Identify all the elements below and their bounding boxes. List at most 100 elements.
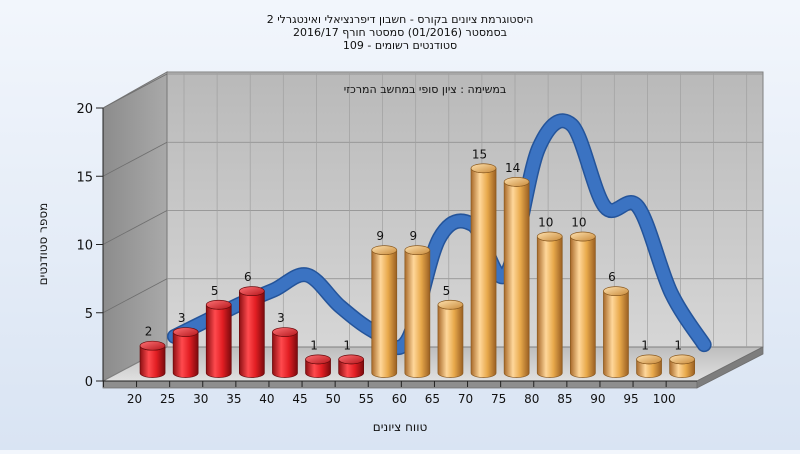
bar-top — [437, 299, 464, 310]
bar-body — [503, 181, 530, 378]
bar — [139, 340, 166, 378]
x-tick-label: 70 — [458, 392, 473, 406]
side-gridline — [102, 210, 168, 245]
x-tick-label: 30 — [193, 392, 208, 406]
bar-top — [503, 177, 530, 187]
x-tick-label: 65 — [425, 392, 440, 406]
bar — [503, 177, 530, 378]
bar-top — [569, 231, 596, 242]
floor-front-edge — [102, 380, 698, 389]
bar-value-label: 5 — [443, 284, 451, 298]
x-tick-label: 80 — [524, 392, 539, 406]
y-tick-label: 15 — [76, 170, 93, 185]
bar — [305, 354, 331, 378]
bar — [669, 354, 696, 378]
bar-body — [371, 250, 398, 378]
bar — [338, 354, 364, 378]
x-tick-label: 20 — [127, 392, 142, 406]
side-gridline — [102, 73, 168, 109]
bar-value-label: 9 — [410, 229, 418, 243]
bar-value-label: 1 — [310, 338, 318, 352]
bar-value-label: 10 — [571, 216, 586, 230]
bar-top — [470, 163, 497, 174]
bar — [272, 327, 298, 378]
bar-body — [272, 331, 298, 378]
trend-line — [168, 114, 711, 354]
bar — [371, 245, 398, 378]
bar-body — [404, 250, 431, 378]
bar — [636, 354, 662, 378]
trend-ribbon — [167, 113, 712, 355]
y-tick-label: 20 — [76, 102, 93, 117]
bar-top — [404, 245, 431, 255]
bar — [239, 286, 265, 378]
x-tick-label: 45 — [292, 392, 307, 406]
x-axis: 20 25 30 35 40 45 50 55 60 65 70 75 80 85 90 95 100 — [102, 380, 697, 406]
bar-value-label: 10 — [538, 216, 553, 230]
x-tick-label: 35 — [226, 392, 241, 406]
bar-value-label: 3 — [277, 311, 285, 325]
bar-value-label: 6 — [244, 270, 252, 284]
bars — [139, 163, 696, 378]
bar-body — [536, 236, 563, 378]
bar — [404, 245, 431, 378]
x-tick-label: 100 — [653, 392, 676, 406]
data-labels: 2 3 5 6 3 1 1 9 9 5 15 14 10 10 6 1 1 — [145, 147, 682, 352]
bar — [205, 299, 232, 378]
side-gridline — [102, 141, 168, 177]
bar-top — [636, 354, 662, 365]
bar-top — [305, 354, 331, 365]
chart-title-line-2: בסמסטר (01/2016) סמסטר חורף 2016/17 — [293, 26, 507, 39]
floor-right-edge — [696, 346, 764, 389]
y-tick-label: 0 — [85, 375, 93, 390]
x-tick-label: 90 — [590, 392, 605, 406]
x-tick-label: 55 — [359, 392, 374, 406]
y-tick-label: 5 — [85, 307, 93, 322]
y-tick-label: 10 — [76, 239, 93, 254]
bar — [569, 231, 596, 378]
bar-top — [172, 327, 199, 337]
bar-value-label: 1 — [641, 338, 649, 352]
bar-value-label: 6 — [608, 270, 616, 284]
plot-side-wall — [102, 71, 168, 382]
y-axis-label: מספר סטודנטים — [36, 203, 50, 286]
bar-body — [437, 304, 464, 378]
bar — [172, 327, 199, 378]
bar — [536, 231, 563, 378]
bar-value-label: 15 — [472, 147, 487, 161]
bar-body — [205, 304, 232, 378]
x-tick-label: 60 — [392, 392, 407, 406]
x-tick-label: 25 — [160, 392, 175, 406]
bar-top — [205, 299, 232, 310]
x-tick-label: 75 — [491, 392, 506, 406]
bar-top — [338, 354, 364, 365]
bar-top — [139, 340, 166, 351]
chart-subtitle: במשימה : ציון סופי במחשב המרכזי — [344, 83, 507, 96]
bar — [470, 163, 497, 378]
bar-value-label: 2 — [145, 325, 153, 339]
bar-body — [570, 236, 596, 378]
bar-value-label: 9 — [376, 229, 384, 243]
x-tick-label: 95 — [623, 392, 638, 406]
bar-top — [536, 231, 563, 242]
bar-top — [272, 327, 298, 337]
y-axis: 0 5 10 15 20 — [76, 102, 104, 390]
bar — [437, 299, 464, 378]
bar-top — [371, 245, 398, 255]
bar — [603, 286, 629, 378]
bar-value-label: 1 — [674, 338, 682, 352]
bar-value-label: 5 — [211, 284, 219, 298]
bar-body — [603, 291, 629, 378]
bar-body — [172, 331, 199, 378]
bar-body — [239, 291, 265, 378]
bar-value-label: 1 — [343, 338, 351, 352]
chart-title-line-3: סטודנטים רשומים - 109 — [343, 39, 457, 52]
bar-top — [239, 286, 265, 296]
plot-floor — [102, 346, 764, 382]
bar-top — [603, 286, 629, 296]
chart-title-line-1: היסטוגרמת ציונים בקורס - חשבון דיפרנציאל… — [267, 13, 534, 26]
side-gridline — [102, 278, 168, 314]
x-tick-label: 85 — [557, 392, 572, 406]
